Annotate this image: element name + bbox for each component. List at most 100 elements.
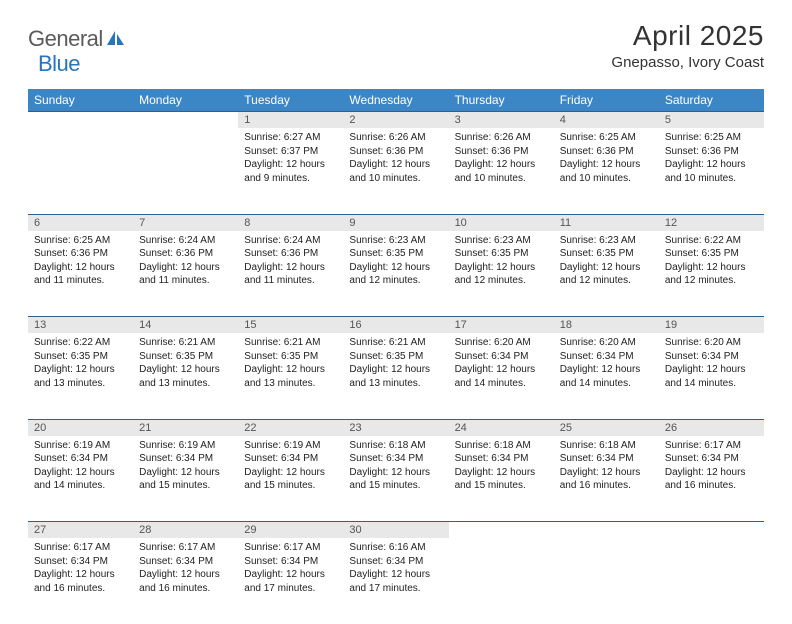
daylight-line: Daylight: 12 hours and 14 minutes. (665, 363, 758, 390)
day-content: Sunrise: 6:24 AMSunset: 6:36 PMDaylight:… (133, 231, 238, 292)
day-content: Sunrise: 6:17 AMSunset: 6:34 PMDaylight:… (28, 538, 133, 599)
daynum-cell: 3 (449, 112, 554, 129)
daynum-cell: 23 (343, 419, 448, 436)
day-content: Sunrise: 6:27 AMSunset: 6:37 PMDaylight:… (238, 128, 343, 189)
day-content: Sunrise: 6:25 AMSunset: 6:36 PMDaylight:… (554, 128, 659, 189)
daylight-line: Daylight: 12 hours and 11 minutes. (244, 261, 337, 288)
sunset-line: Sunset: 6:34 PM (139, 555, 232, 569)
daylight-line: Daylight: 12 hours and 17 minutes. (349, 568, 442, 595)
weekday-saturday: Saturday (659, 89, 764, 112)
sunset-line: Sunset: 6:35 PM (244, 350, 337, 364)
day-number: 18 (554, 317, 659, 333)
day-cell: Sunrise: 6:22 AMSunset: 6:35 PMDaylight:… (28, 333, 133, 419)
day-content: Sunrise: 6:17 AMSunset: 6:34 PMDaylight:… (133, 538, 238, 599)
day-number: 29 (238, 522, 343, 538)
sunset-line: Sunset: 6:34 PM (34, 555, 127, 569)
daynum-cell: 9 (343, 214, 448, 231)
sunrise-line: Sunrise: 6:20 AM (665, 336, 758, 350)
daynum-cell: 21 (133, 419, 238, 436)
day-content: Sunrise: 6:20 AMSunset: 6:34 PMDaylight:… (659, 333, 764, 394)
daynum-cell: 25 (554, 419, 659, 436)
day-cell: Sunrise: 6:23 AMSunset: 6:35 PMDaylight:… (343, 231, 448, 317)
day-cell-empty (28, 128, 133, 214)
sunrise-line: Sunrise: 6:23 AM (349, 234, 442, 248)
day-cell-empty (554, 538, 659, 624)
weekday-wednesday: Wednesday (343, 89, 448, 112)
sunset-line: Sunset: 6:34 PM (34, 452, 127, 466)
sunrise-line: Sunrise: 6:20 AM (455, 336, 548, 350)
daynum-cell: 2 (343, 112, 448, 129)
logo-sail-icon (106, 29, 126, 52)
week-2-row: Sunrise: 6:22 AM Sunset: 6:35 PM Daylight:… (28, 333, 764, 419)
day-cell: Sunrise: 6:25 AMSunset: 6:36 PMDaylight:… (554, 128, 659, 214)
daylight-line: Daylight: 12 hours and 15 minutes. (455, 466, 548, 493)
daylight-line: Daylight: 12 hours and 16 minutes. (34, 568, 127, 595)
daynum-cell: 19 (659, 317, 764, 334)
daynum-cell: 17 (449, 317, 554, 334)
sunrise-line: Sunrise: 6:22 AM (34, 336, 127, 350)
day-number: 14 (133, 317, 238, 333)
day-content: Sunrise: 6:16 AMSunset: 6:34 PMDaylight:… (343, 538, 448, 599)
weekday-header-row: SundayMondayTuesdayWednesdayThursdayFrid… (28, 89, 764, 112)
sunset-line: Sunset: 6:35 PM (349, 350, 442, 364)
day-cell: Sunrise: 6:23 AMSunset: 6:35 PMDaylight:… (449, 231, 554, 317)
daynum-cell: 4 (554, 112, 659, 129)
daylight-line: Daylight: 12 hours and 15 minutes. (139, 466, 232, 493)
sunrise-line: Sunrise: 6:26 AM (349, 131, 442, 145)
day-number: 23 (343, 420, 448, 436)
daylight-line: Daylight: 12 hours and 9 minutes. (244, 158, 337, 185)
day-cell-empty (133, 128, 238, 214)
day-cell: Sunrise: 6:17 AMSunset: 6:34 PMDaylight:… (659, 436, 764, 522)
day-cell: Sunrise: 6:17 AMSunset: 6:34 PMDaylight:… (238, 538, 343, 624)
day-cell: Sunrise: 6:24 AMSunset: 6:36 PMDaylight:… (133, 231, 238, 317)
daynum-cell: 16 (343, 317, 448, 334)
day-number-empty (449, 522, 554, 538)
sunrise-line: Sunrise: 6:19 AM (244, 439, 337, 453)
day-content: Sunrise: 6:19 AMSunset: 6:34 PMDaylight:… (133, 436, 238, 497)
day-content: Sunrise: 6:23 AMSunset: 6:35 PMDaylight:… (554, 231, 659, 292)
day-content: Sunrise: 6:22 AMSunset: 6:35 PMDaylight:… (659, 231, 764, 292)
weekday-monday: Monday (133, 89, 238, 112)
daylight-line: Daylight: 12 hours and 10 minutes. (349, 158, 442, 185)
daynum-cell: 29 (238, 522, 343, 539)
day-number: 3 (449, 112, 554, 128)
week-2-daynum-row: 13141516171819 (28, 317, 764, 334)
day-number-empty (133, 112, 238, 128)
daylight-line: Daylight: 12 hours and 10 minutes. (665, 158, 758, 185)
day-number: 21 (133, 420, 238, 436)
sunset-line: Sunset: 6:36 PM (139, 247, 232, 261)
daynum-cell: 12 (659, 214, 764, 231)
logo-text-general: General (28, 26, 103, 52)
daylight-line: Daylight: 12 hours and 17 minutes. (244, 568, 337, 595)
sunset-line: Sunset: 6:34 PM (665, 350, 758, 364)
day-number: 28 (133, 522, 238, 538)
daynum-cell: 1 (238, 112, 343, 129)
sunset-line: Sunset: 6:35 PM (455, 247, 548, 261)
sunrise-line: Sunrise: 6:27 AM (244, 131, 337, 145)
day-cell: Sunrise: 6:20 AMSunset: 6:34 PMDaylight:… (659, 333, 764, 419)
daylight-line: Daylight: 12 hours and 16 minutes. (560, 466, 653, 493)
daynum-cell: 28 (133, 522, 238, 539)
sunset-line: Sunset: 6:34 PM (455, 350, 548, 364)
daylight-line: Daylight: 12 hours and 16 minutes. (665, 466, 758, 493)
day-cell: Sunrise: 6:26 AMSunset: 6:36 PMDaylight:… (449, 128, 554, 214)
sunset-line: Sunset: 6:36 PM (665, 145, 758, 159)
weekday-thursday: Thursday (449, 89, 554, 112)
sunset-line: Sunset: 6:36 PM (34, 247, 127, 261)
day-number: 17 (449, 317, 554, 333)
day-content: Sunrise: 6:21 AMSunset: 6:35 PMDaylight:… (238, 333, 343, 394)
sunset-line: Sunset: 6:36 PM (349, 145, 442, 159)
week-0-row: Sunrise: 6:27 AMSunset: 6:37 PMDaylight:… (28, 128, 764, 214)
day-content: Sunrise: 6:20 AMSunset: 6:34 PMDaylight:… (449, 333, 554, 394)
day-number: 5 (659, 112, 764, 128)
sunrise-line: Sunrise: 6:24 AM (139, 234, 232, 248)
day-number: 1 (238, 112, 343, 128)
day-cell: Sunrise: 6:17 AMSunset: 6:34 PMDaylight:… (28, 538, 133, 624)
sunset-line: Sunset: 6:34 PM (349, 555, 442, 569)
day-cell: Sunrise: 6:19 AMSunset: 6:34 PMDaylight:… (133, 436, 238, 522)
sunrise-line: Sunrise: 6:23 AM (455, 234, 548, 248)
sunrise-line: Sunrise: 6:17 AM (244, 541, 337, 555)
daylight-line: Daylight: 12 hours and 11 minutes. (139, 261, 232, 288)
daylight-line: Daylight: 12 hours and 13 minutes. (139, 363, 232, 390)
day-content: Sunrise: 6:26 AMSunset: 6:36 PMDaylight:… (449, 128, 554, 189)
